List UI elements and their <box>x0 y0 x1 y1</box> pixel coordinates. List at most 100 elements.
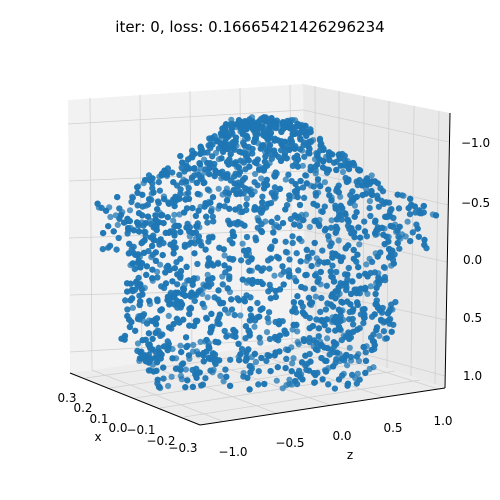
scatter-point <box>154 274 161 281</box>
scatter-point <box>132 327 139 334</box>
scatter-point <box>321 203 328 210</box>
scatter-point <box>197 143 204 150</box>
scatter-point <box>249 280 256 287</box>
scatter-point <box>349 188 356 195</box>
scatter-point <box>322 357 329 364</box>
scatter-point <box>314 161 321 168</box>
scatter-point <box>324 335 331 342</box>
scatter-point <box>331 340 338 347</box>
scatter-point <box>105 223 112 230</box>
scatter-point <box>126 316 133 323</box>
scatter-point <box>341 157 348 164</box>
scatter-point <box>209 213 216 220</box>
scatter-point <box>192 212 199 219</box>
scatter-point <box>177 268 185 275</box>
scatter-point <box>225 265 233 272</box>
scatter-point <box>281 138 288 145</box>
scatter-point <box>268 155 275 162</box>
scatter-point <box>255 381 262 388</box>
scatter-point <box>237 312 244 319</box>
scatter-point <box>254 299 261 307</box>
scatter-point <box>153 315 161 322</box>
scatter-point <box>360 320 367 327</box>
scatter-point <box>421 241 428 248</box>
scatter-point <box>99 246 106 253</box>
scatter-point <box>374 253 381 260</box>
scatter-point <box>164 214 171 221</box>
scatter-point <box>208 208 215 215</box>
x-tick-label: −0.1 <box>126 423 155 437</box>
scatter-point <box>394 191 401 198</box>
scatter-point <box>361 314 368 322</box>
scatter-point <box>294 371 301 378</box>
scatter-point <box>177 366 184 373</box>
scatter-point <box>199 300 206 307</box>
scatter-point <box>226 255 233 262</box>
z-axis-ticks: −1.0 −0.5 0.0 0.5 1.0 <box>218 414 452 459</box>
scatter-point <box>221 262 228 269</box>
scatter-point <box>242 323 249 330</box>
scatter-point <box>206 171 213 178</box>
scatter-point <box>229 240 236 247</box>
scatter-point <box>134 315 142 322</box>
scatter-point <box>335 376 343 383</box>
scatter-point <box>245 119 252 126</box>
scatter-point <box>243 233 251 241</box>
scatter-point <box>246 332 253 339</box>
scatter-point <box>285 171 292 178</box>
scatter-point <box>193 179 200 186</box>
scatter-point <box>320 146 327 153</box>
scatter-point <box>309 249 316 256</box>
scatter-point <box>350 321 357 328</box>
scatter-point <box>273 119 280 127</box>
scatter-point <box>266 142 274 149</box>
scatter-point <box>194 190 201 198</box>
scatter-point <box>252 135 259 142</box>
scatter-point <box>289 233 296 240</box>
scatter-point <box>267 295 274 302</box>
scatter-point <box>155 198 162 205</box>
scatter-point <box>262 153 269 160</box>
scatter-point <box>208 310 215 317</box>
scatter-point <box>219 299 227 307</box>
scatter-point <box>152 320 159 327</box>
scatter-point <box>379 188 387 195</box>
z-tick-label: 0.5 <box>383 421 402 435</box>
scatter-point <box>388 328 395 335</box>
scatter-point <box>271 352 278 359</box>
scatter-point <box>302 172 309 179</box>
scatter-point <box>186 310 193 318</box>
scatter-point <box>195 351 202 358</box>
scatter-point <box>124 280 131 287</box>
scatter-point <box>177 153 184 160</box>
axis-lines <box>69 112 451 426</box>
scatter-point <box>149 335 156 342</box>
scatter-point <box>159 212 166 219</box>
scatter-point <box>157 236 164 243</box>
scatter-point <box>409 229 416 236</box>
scatter-point <box>246 163 253 170</box>
scatter-point <box>221 252 228 259</box>
scatter-point <box>368 346 375 354</box>
scatter-point <box>333 223 340 230</box>
scatter-point <box>374 304 382 311</box>
scatter-point <box>372 217 379 224</box>
scatter-point <box>315 333 322 340</box>
scatter-point <box>197 150 204 157</box>
scatter-point <box>266 352 273 359</box>
scatter-point <box>138 260 146 267</box>
scatter-point <box>124 217 131 225</box>
scatter-point <box>105 244 112 251</box>
scatter-point <box>247 306 254 313</box>
scatter-point <box>394 240 401 247</box>
scatter-point <box>185 277 192 284</box>
scatter-point <box>177 229 184 236</box>
scatter-point <box>337 257 344 265</box>
scatter-point <box>301 337 308 345</box>
scatter-point <box>230 187 237 194</box>
scatter-point <box>273 253 280 260</box>
scatter-point <box>329 250 336 257</box>
scatter-point <box>170 217 177 224</box>
scatter-point <box>165 263 172 270</box>
scatter-point <box>388 206 395 213</box>
